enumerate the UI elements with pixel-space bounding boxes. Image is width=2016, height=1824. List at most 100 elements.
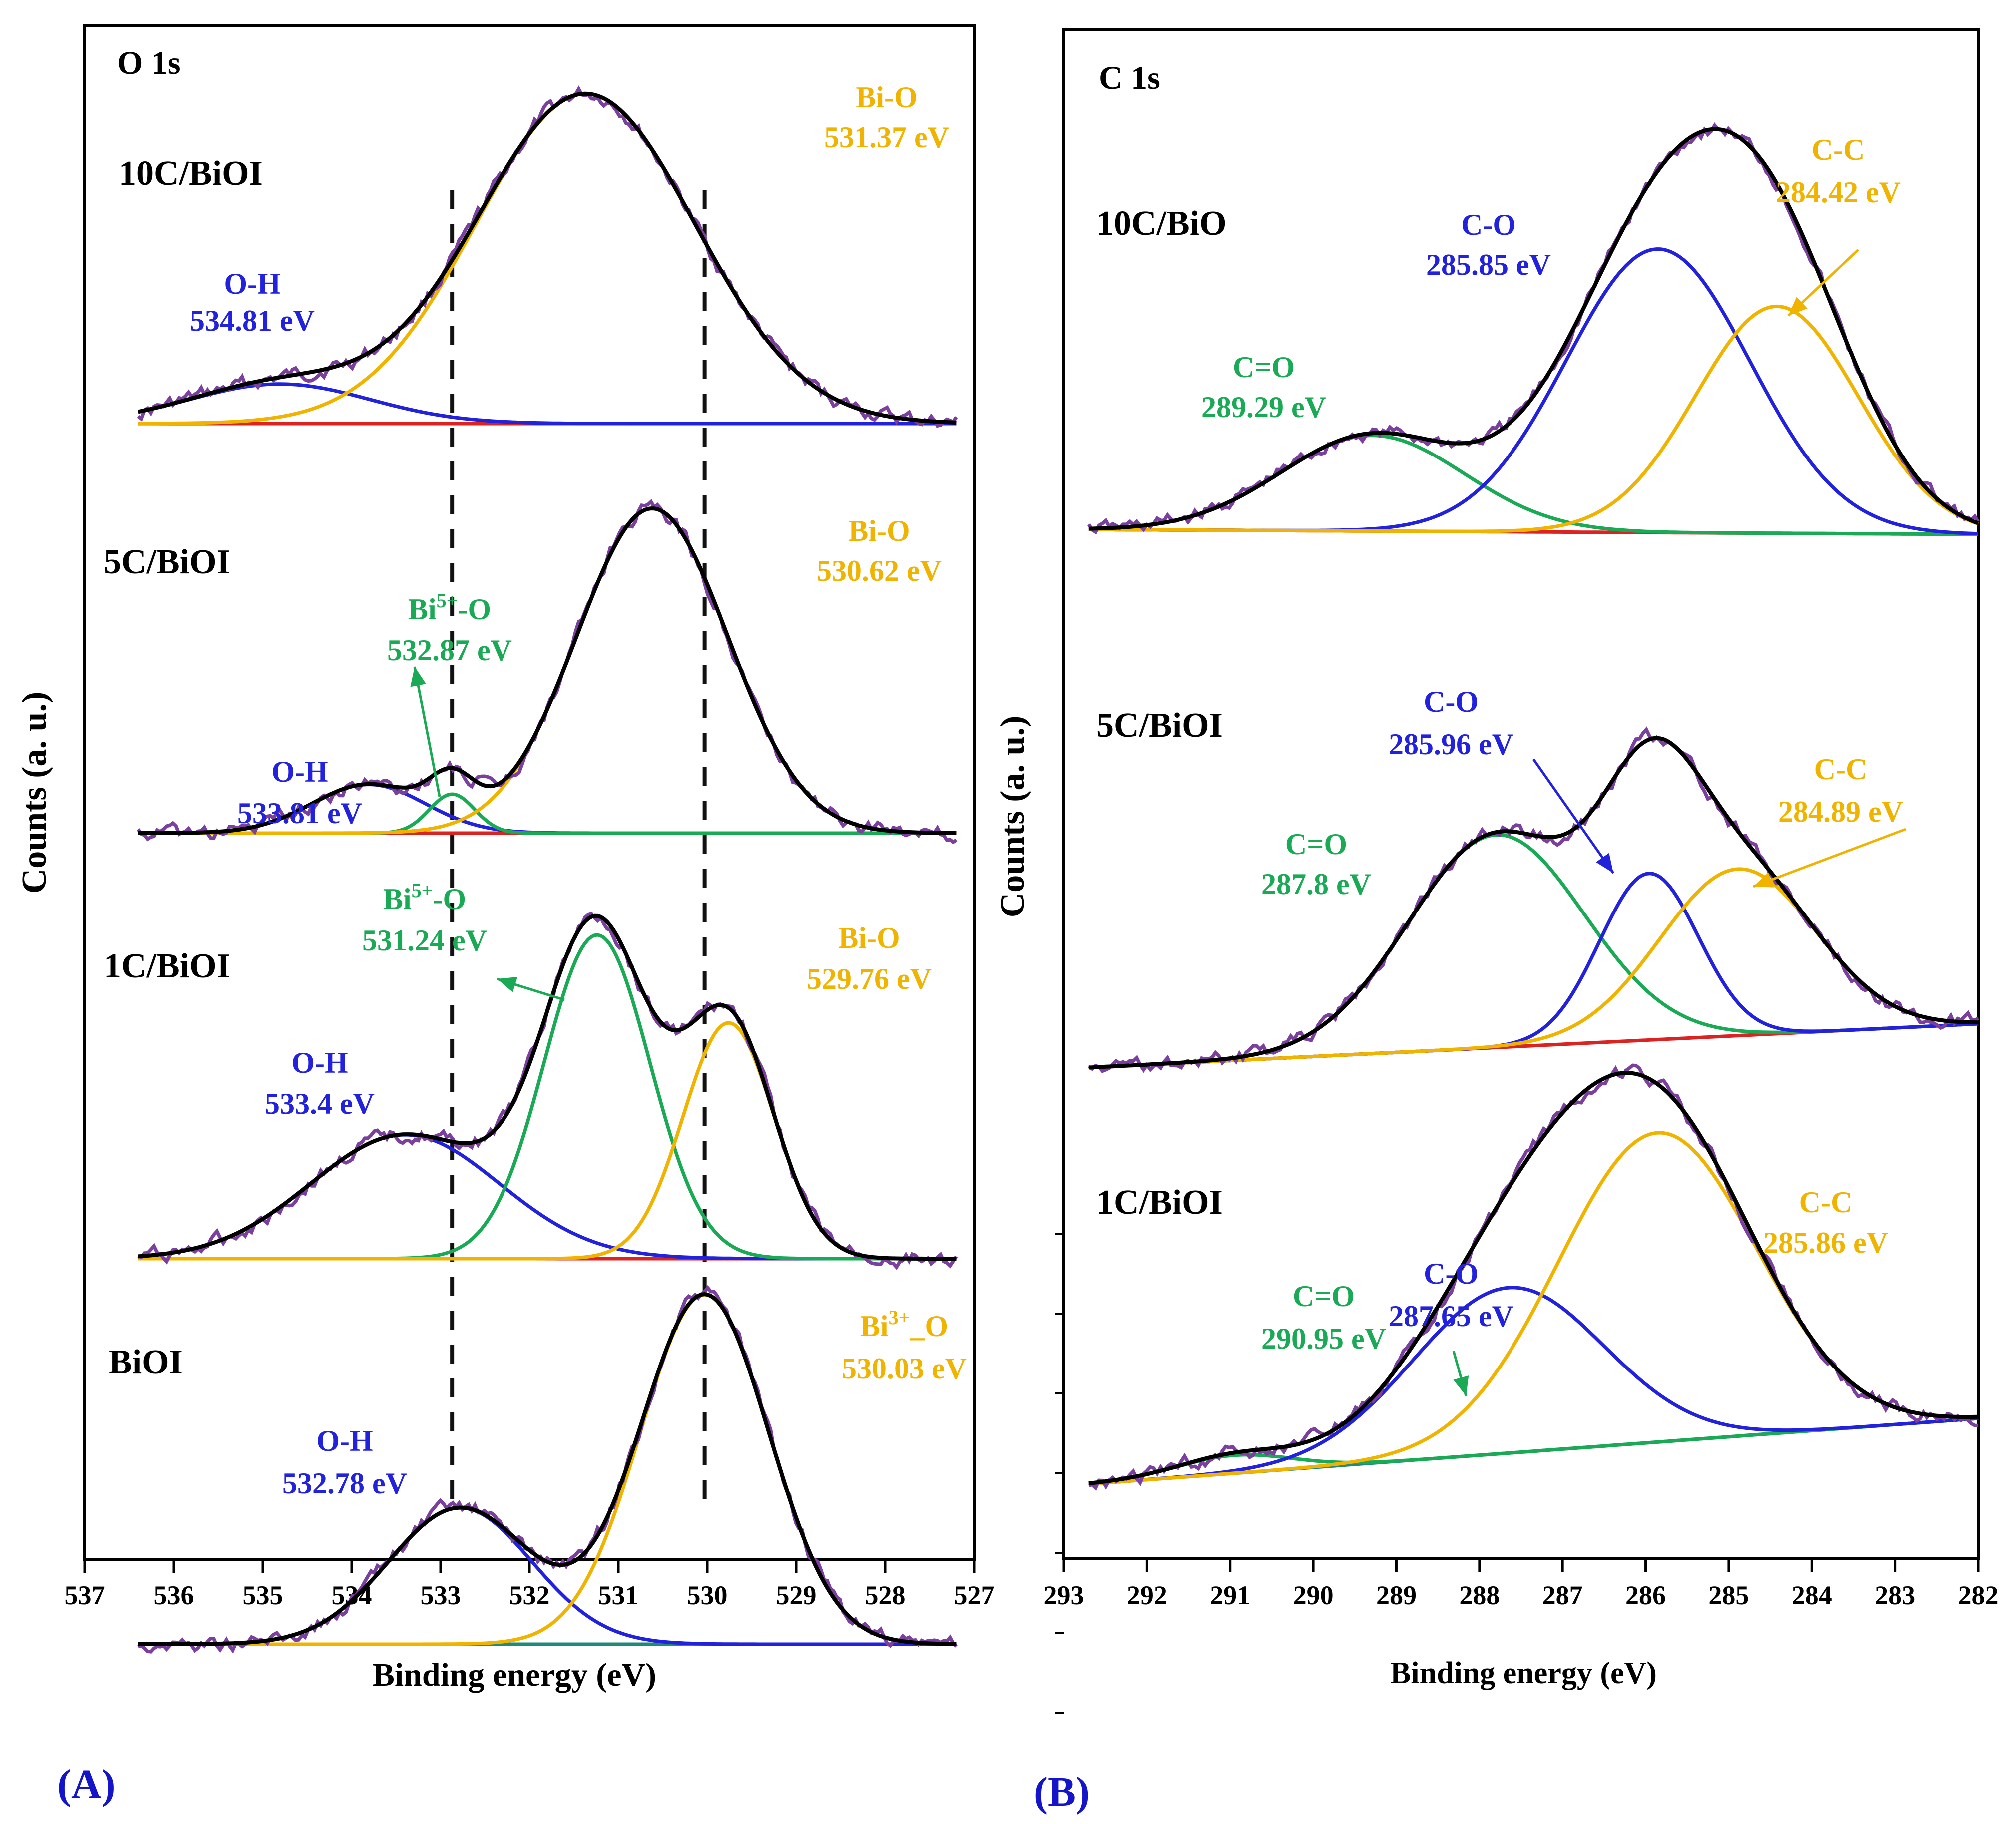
x-tick-label: 283	[1875, 1580, 1915, 1610]
spectrum-10c-bio: 10C/BiO C=O 289.29 eV C-O 285.85 eV C-C 284.42…	[1087, 122, 1980, 536]
peak-energy-label: 531.37 eV	[824, 121, 949, 154]
peak-energy-label: 290.95 eV	[1261, 1322, 1386, 1355]
panel-b-frame	[1062, 28, 1980, 1560]
x-tick-label: 536	[154, 1580, 194, 1610]
peak-name-label: Bi-O	[856, 81, 917, 114]
x-tick-label: 282	[1958, 1580, 1999, 1610]
annotation-arrow	[1753, 828, 1906, 888]
measured-spectrum-line	[136, 499, 958, 845]
annotation-arrowhead	[1453, 1375, 1469, 1396]
peak-energy-label: 534.81 eV	[190, 304, 315, 337]
x-tick-label: 530	[687, 1580, 728, 1610]
peak-energy-label: 532.87 eV	[387, 634, 512, 667]
peak-energy-label: 530.03 eV	[842, 1352, 967, 1385]
x-tick-label: 532	[509, 1580, 550, 1610]
panel-b-y-axis-label: Counts (a. u.)	[994, 716, 1032, 918]
x-tick-label: 284	[1792, 1580, 1832, 1610]
x-tick-label: 287	[1542, 1580, 1583, 1610]
peak-name-label: C-C	[1799, 1186, 1853, 1219]
annotation-arrowhead	[410, 667, 426, 687]
sample-label: 10C/BiO	[1096, 204, 1227, 243]
peak-name-label: C=O	[1233, 351, 1295, 384]
peak-energy-label: 529.76 eV	[807, 962, 932, 995]
peak-energy-label: 531.24 eV	[362, 924, 487, 957]
panel-b-spectra: 10C/BiO C=O 289.29 eV C-O 285.85 eV C-C 284.42…	[1087, 122, 1980, 1491]
panel-b-x-ticks: 293 292 291 290 289 288 287 286 285 284 283 282	[1044, 1558, 1999, 1610]
peak-energy-label: 533.81 eV	[237, 797, 362, 830]
panel-a-reference-lines	[450, 190, 707, 1508]
fitted-envelope-line	[138, 506, 957, 835]
peak-component-o-h	[138, 382, 957, 426]
measured-spectrum-line	[1088, 1063, 1979, 1491]
panel-a-o1s: O 1s Counts (a. u.) Binding energy (eV) …	[15, 24, 995, 1808]
peak-name-label: C=O	[1293, 1280, 1355, 1313]
x-tick-label: 531	[598, 1580, 639, 1610]
fitted-envelope-line	[1088, 127, 1979, 531]
peak-energy-label: 287.65 eV	[1389, 1300, 1513, 1333]
x-tick-label: 535	[243, 1580, 283, 1610]
peak-energy-label: 533.4 eV	[265, 1087, 375, 1120]
fitted-envelope-line	[137, 91, 957, 425]
peak-name-label: C-C	[1814, 753, 1868, 786]
panel-b-y-minor-ticks	[1055, 1233, 1064, 1714]
peak-name-label: C-O	[1461, 208, 1516, 241]
peak-energy-label: 287.8 eV	[1261, 868, 1371, 901]
peak-name-label: C-O	[1424, 1257, 1479, 1290]
peak-energy-label: 532.78 eV	[282, 1467, 407, 1500]
spectrum-1c-bioi: 1C/BiOI O-H 533.4 eV Bi5+-O 531.24 eV Bi-O 529…	[104, 879, 958, 1270]
peak-component-c-o	[1088, 1286, 1979, 1486]
panel-b-x-axis-label: Binding energy (eV)	[1390, 1656, 1657, 1690]
fitted-envelope-line	[1088, 736, 1979, 1070]
fitted-envelope-line	[138, 913, 957, 1261]
spectrum-5c-bioi: 5C/BiOI O-H 533.81 eV Bi5+-O 532.87 eV Bi-O 53…	[104, 499, 958, 845]
x-tick-label: 285	[1708, 1580, 1749, 1610]
panel-a-spectra: 10C/BiOI O-H 534.81 eV Bi-O 531.37 eV 5C/BiOI…	[104, 81, 967, 1654]
x-tick-label: 286	[1625, 1580, 1666, 1610]
peak-component-c-o	[1088, 833, 1979, 1069]
sample-label: 1C/BiOI	[1096, 1183, 1223, 1222]
peak-energy-label: 285.96 eV	[1389, 728, 1513, 761]
spectrum-1c-bioi: 1C/BiOI C=O 290.95 eV C-O 287.65 eV C-C 285.86…	[1088, 1063, 1979, 1491]
x-tick-label: 291	[1210, 1580, 1250, 1610]
x-tick-label: 528	[865, 1580, 906, 1610]
peak-name-label: Bi-O	[848, 514, 910, 547]
peak-energy-label: 285.85 eV	[1426, 248, 1551, 281]
annotation-arrow	[413, 666, 441, 797]
x-tick-label: 537	[65, 1580, 105, 1610]
spectrum-5c-bioi: 5C/BiOI C=O 287.8 eV C-O 285.96 eV C-C 284.89 …	[1087, 685, 1979, 1073]
peak-name-label: C-O	[1424, 685, 1479, 718]
fitted-envelope-line	[1088, 1071, 1979, 1485]
peak-name-label: Bi-O	[838, 921, 900, 954]
peak-energy-label: 285.86 eV	[1763, 1226, 1888, 1259]
peak-name-label: O-H	[271, 755, 328, 788]
peak-name-label: C-C	[1812, 133, 1865, 166]
spectrum-10c-bioi: 10C/BiOI O-H 534.81 eV Bi-O 531.37 eV	[119, 81, 958, 428]
peak-component-o-h	[138, 1506, 957, 1646]
x-tick-label: 293	[1044, 1580, 1084, 1610]
measured-spectrum-line	[137, 1285, 958, 1654]
peak-name-label: O-H	[224, 267, 280, 300]
spectrum-bioi: BiOI O-H 532.78 eV Bi3+_O 530.03 eV	[109, 1285, 967, 1654]
annotation-arrowhead	[1788, 297, 1808, 316]
peak-component-c-o	[1088, 434, 1978, 536]
sample-label: 5C/BiOI	[104, 543, 230, 581]
panel-a-title: O 1s	[117, 45, 181, 81]
sample-label: 10C/BiOI	[119, 154, 263, 193]
peak-name-label: Bi5+-O	[408, 589, 491, 626]
panel-a-y-axis-label: Counts (a. u.)	[15, 692, 54, 894]
fitted-envelope-line	[138, 1292, 957, 1646]
peak-component-bi-o	[138, 1021, 957, 1261]
annotation-arrow	[1532, 758, 1615, 874]
x-tick-label: 290	[1293, 1580, 1334, 1610]
peak-name-label: O-H	[291, 1046, 348, 1079]
annotation-arrowhead	[1596, 853, 1613, 873]
peak-name-label: Bi5+-O	[383, 879, 466, 915]
peak-energy-label: 289.29 eV	[1201, 391, 1326, 424]
peak-name-label: O-H	[316, 1424, 373, 1457]
x-tick-label: 292	[1127, 1580, 1167, 1610]
panel-a-x-axis-label: Binding energy (eV)	[373, 1657, 656, 1693]
peak-energy-label: 284.42 eV	[1776, 176, 1901, 209]
x-tick-label: 533	[421, 1580, 461, 1610]
x-tick-label: 527	[954, 1580, 995, 1610]
